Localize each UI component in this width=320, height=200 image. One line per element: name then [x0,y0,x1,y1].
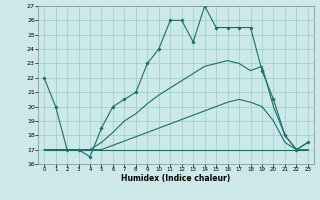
X-axis label: Humidex (Indice chaleur): Humidex (Indice chaleur) [121,174,231,183]
